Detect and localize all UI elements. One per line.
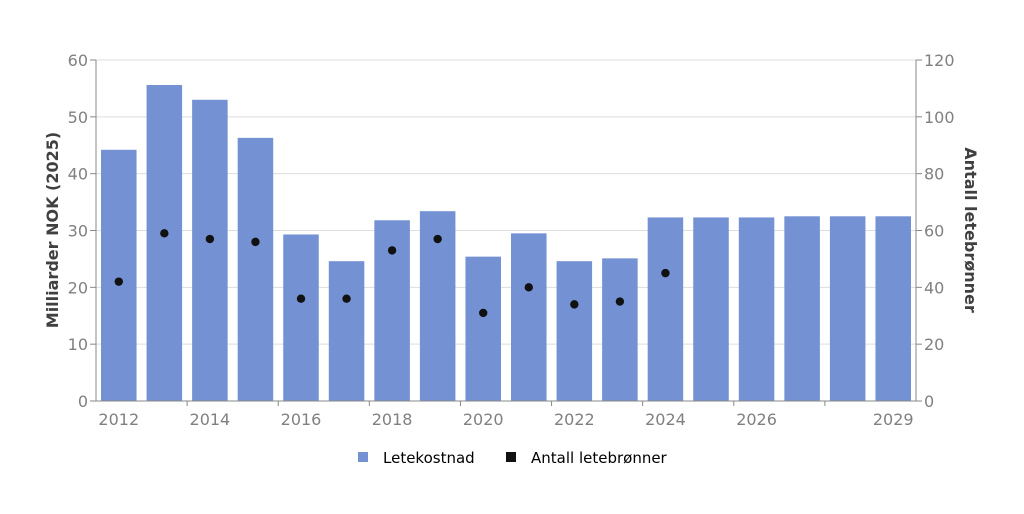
y2-tick-label: 0 bbox=[924, 392, 934, 411]
bar bbox=[693, 217, 729, 401]
y-tick-label: 30 bbox=[68, 222, 88, 241]
bar bbox=[146, 85, 183, 402]
y-tick-label: 40 bbox=[68, 165, 88, 184]
axes bbox=[90, 59, 922, 406]
x-tick-label: 2022 bbox=[554, 410, 595, 429]
dot bbox=[524, 283, 533, 292]
y2-tick-label: 20 bbox=[924, 335, 944, 354]
bar bbox=[465, 256, 501, 401]
x-tick-label: 2012 bbox=[98, 410, 139, 429]
grid-lines bbox=[96, 59, 916, 345]
dot bbox=[570, 300, 579, 309]
legend-label-letekostnad: Letekostnad bbox=[383, 449, 475, 467]
y2-tick-label: 80 bbox=[924, 165, 944, 184]
tick-labels: 0 10 20 30 40 50 60 0 20 40 60 80 100 120 2012 2014 2016… bbox=[68, 51, 955, 429]
y-axis-title: Milliarder NOK (2025) bbox=[43, 132, 62, 328]
dot bbox=[114, 277, 123, 286]
y-tick-label: 60 bbox=[68, 51, 88, 70]
dot bbox=[479, 308, 488, 318]
dot-series bbox=[114, 229, 670, 318]
y2-tick-label: 100 bbox=[924, 108, 955, 127]
legend-swatch-letekostnad bbox=[358, 452, 368, 462]
legend-label-letebronner: Antall letebrønner bbox=[531, 449, 668, 467]
dot bbox=[296, 294, 306, 303]
bar bbox=[875, 216, 911, 401]
x-tick-label: 2018 bbox=[372, 410, 413, 429]
bar bbox=[602, 258, 638, 401]
y2-tick-label: 40 bbox=[924, 278, 944, 297]
bar bbox=[328, 261, 365, 401]
bar bbox=[738, 217, 775, 401]
y2-tick-label: 120 bbox=[924, 51, 955, 70]
legend-swatch-letebronner bbox=[506, 452, 516, 462]
y-tick-label: 50 bbox=[68, 108, 88, 127]
dot bbox=[433, 234, 442, 244]
x-tick-label: 2020 bbox=[463, 410, 504, 429]
x-tick-label: 2016 bbox=[281, 410, 322, 429]
bar bbox=[511, 233, 547, 401]
bar bbox=[829, 216, 866, 401]
bar bbox=[647, 217, 684, 401]
legend: Letekostnad Antall letebrønner bbox=[358, 449, 668, 467]
dot bbox=[387, 246, 397, 255]
bar-series bbox=[101, 85, 911, 402]
dot bbox=[160, 229, 169, 238]
x-tick-label: 2029 bbox=[873, 410, 914, 429]
y2-tick-label: 60 bbox=[924, 222, 944, 241]
bar bbox=[101, 149, 137, 401]
y2-axis-title: Antall letebrønner bbox=[961, 147, 980, 313]
bar bbox=[283, 234, 319, 401]
dot bbox=[615, 297, 625, 306]
bar bbox=[237, 137, 274, 401]
bar bbox=[192, 99, 228, 402]
y-tick-label: 10 bbox=[68, 335, 88, 354]
y-tick-label: 20 bbox=[68, 278, 88, 297]
dot bbox=[342, 294, 351, 303]
dot bbox=[205, 234, 215, 244]
y-tick-label: 0 bbox=[78, 392, 88, 411]
bar bbox=[784, 216, 820, 401]
x-tick-label: 2014 bbox=[190, 410, 231, 429]
dot bbox=[251, 237, 260, 247]
x-tick-label: 2024 bbox=[645, 410, 686, 429]
x-tick-label: 2026 bbox=[736, 410, 777, 429]
bar bbox=[556, 261, 593, 401]
dot bbox=[661, 268, 670, 278]
